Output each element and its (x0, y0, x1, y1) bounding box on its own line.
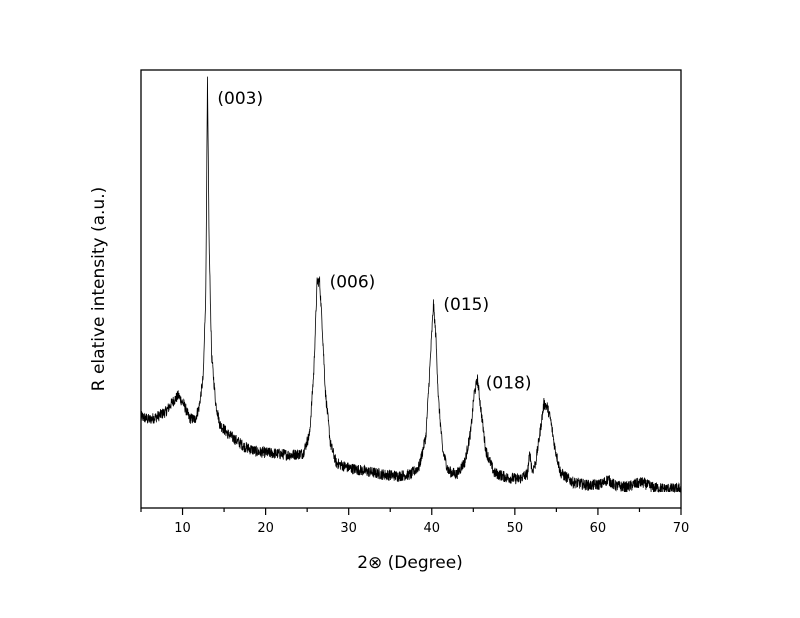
peak-annotations: (003) (006) (015) (018) (217, 89, 531, 394)
x-tick-label: 60 (590, 521, 607, 536)
x-tick-label: 70 (673, 521, 690, 536)
y-axis-title: R elative intensity (a.u.) (89, 187, 109, 392)
x-tick-label: 50 (507, 521, 524, 536)
x-tick-label: 10 (174, 521, 191, 536)
peak-label: (015) (443, 295, 489, 315)
x-tick-label: 20 (257, 521, 274, 536)
x-axis-title: 2⊗ (Degree) (357, 553, 463, 573)
peak-label: (003) (217, 89, 263, 109)
series-layer (140, 76, 682, 493)
x-tick-label: 40 (423, 521, 440, 536)
peak-label: (018) (486, 374, 532, 394)
x-tick-label: 30 (340, 521, 357, 536)
plot-frame (140, 69, 682, 509)
series-line-0 (140, 76, 682, 493)
peak-label: (006) (330, 272, 376, 292)
x-axis-ticks: 10 20 30 40 50 60 70 (140, 508, 690, 536)
